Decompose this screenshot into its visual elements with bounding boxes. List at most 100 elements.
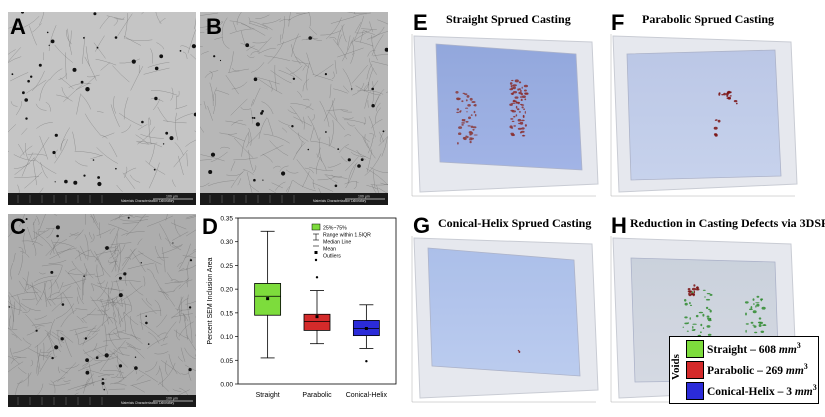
inclusion-dot bbox=[131, 59, 136, 64]
inclusion-dot bbox=[127, 216, 130, 219]
inclusion-dot bbox=[147, 343, 150, 345]
inclusion-dot bbox=[8, 306, 10, 308]
inclusion-dot bbox=[24, 98, 29, 102]
inclusion-dot bbox=[80, 80, 84, 84]
inclusion-dot bbox=[64, 179, 68, 184]
inclusion-dot bbox=[154, 96, 158, 101]
voids-cluster-mid bbox=[713, 119, 721, 137]
inclusion-dot bbox=[54, 345, 59, 350]
inclusion-dot bbox=[307, 148, 310, 151]
panel-label-h: H bbox=[611, 213, 627, 238]
inclusion-dot bbox=[56, 234, 59, 238]
inclusion-dot bbox=[72, 67, 77, 72]
inclusion-dot bbox=[292, 77, 296, 81]
voids-legend-text: Parabolic – 269 mm3 bbox=[707, 362, 808, 377]
panel-title-h: Reduction in Casting Defects via 3DSP bbox=[630, 216, 825, 230]
ct-render-straight bbox=[411, 34, 599, 197]
inclusion-dot bbox=[351, 88, 353, 90]
inclusion-dot bbox=[85, 370, 90, 375]
ct-render-parabolic bbox=[610, 34, 798, 197]
mean-marker bbox=[266, 297, 270, 301]
inclusion-dot bbox=[281, 171, 286, 176]
inclusion-dot bbox=[262, 179, 264, 181]
y-tick-label: 0.00 bbox=[220, 382, 233, 389]
inclusion-dot bbox=[253, 117, 256, 119]
legend-item-label: Mean bbox=[323, 247, 336, 253]
inclusion-dot bbox=[118, 276, 122, 280]
mean-marker bbox=[315, 315, 319, 319]
sem-lab-name: Materials Characterization Laboratory bbox=[313, 199, 367, 203]
inclusion-dot bbox=[93, 12, 97, 16]
sem-background bbox=[200, 12, 388, 205]
inclusion-dot bbox=[162, 143, 165, 145]
sem-lab-name: Materials Characterization Laboratory bbox=[121, 401, 175, 405]
voids-cluster-right bbox=[509, 79, 529, 137]
voids-legend-text: Straight – 608 mm3 bbox=[707, 341, 801, 356]
inclusion-dot bbox=[55, 225, 60, 230]
inclusion-dot bbox=[101, 381, 105, 385]
legend-item-label: Outliers bbox=[323, 254, 341, 260]
inclusion-dot bbox=[25, 218, 28, 220]
inclusion-dot bbox=[95, 356, 99, 359]
legend-item-label: 25%~75% bbox=[323, 226, 347, 232]
inclusion-dot bbox=[97, 181, 102, 187]
x-tick-label: Straight bbox=[256, 392, 280, 399]
inclusion-dot bbox=[83, 174, 86, 177]
inclusion-dot bbox=[50, 39, 55, 44]
voids-cluster-sparse bbox=[517, 349, 521, 353]
inclusion-dot bbox=[54, 133, 58, 137]
inclusion-dot bbox=[179, 50, 182, 52]
voids-legend-item: Straight – 608 mm3 bbox=[686, 339, 816, 358]
inclusion-dot bbox=[371, 87, 374, 91]
sem-lab-name: Materials Characterization Laboratory bbox=[121, 199, 175, 203]
y-tick-label: 0.35 bbox=[220, 216, 233, 223]
inclusion-dot bbox=[188, 368, 192, 372]
outlier-marker bbox=[365, 360, 368, 363]
inclusion-dot bbox=[115, 167, 117, 170]
inclusion-dot bbox=[245, 43, 250, 48]
legend-swatch-iqr bbox=[311, 223, 321, 231]
sem-info-bar: Materials Characterization Laboratory100… bbox=[8, 193, 196, 205]
inclusion-dot bbox=[48, 44, 50, 47]
voids-legend-text: Conical-Helix – 3 mm3 bbox=[707, 383, 817, 398]
panel-label-a: A bbox=[10, 14, 26, 39]
inclusion-dot bbox=[325, 131, 327, 133]
box-conical-helix bbox=[352, 304, 380, 363]
x-tick-label: Parabolic bbox=[302, 392, 332, 399]
inclusion-dot bbox=[85, 358, 89, 362]
inclusion-dot bbox=[52, 150, 56, 155]
inclusion-dot bbox=[54, 181, 56, 183]
inclusion-dot bbox=[27, 79, 30, 83]
y-tick-label: 0.15 bbox=[220, 310, 233, 317]
y-tick-label: 0.25 bbox=[220, 263, 233, 270]
sem-image-c: Materials Characterization Laboratory 100… bbox=[8, 214, 196, 407]
inclusion-dot bbox=[22, 91, 25, 95]
inclusion-dot bbox=[103, 388, 106, 391]
ct-render-conical-helix bbox=[411, 236, 599, 403]
panel-title-e: Straight Sprued Casting bbox=[446, 12, 571, 26]
inclusion-dot bbox=[261, 110, 264, 113]
voids-red-cluster bbox=[687, 284, 700, 297]
inclusion-dot bbox=[253, 178, 256, 182]
legend-item-label: Median Line bbox=[323, 240, 351, 246]
mean-marker bbox=[364, 327, 368, 331]
inclusion-dot bbox=[96, 46, 99, 49]
voids-cluster-side bbox=[733, 100, 738, 105]
sem-background bbox=[8, 214, 196, 407]
panel-label-d: D bbox=[202, 214, 218, 239]
y-tick-label: 0.10 bbox=[220, 334, 233, 341]
inclusion-dot bbox=[154, 66, 159, 71]
inclusion-dot bbox=[193, 112, 196, 117]
box-plot-chart: 0.00 0.05 0.10 0.15 0.20 0.25 0.30 0.35 Percent … bbox=[207, 216, 397, 399]
inclusion-dot bbox=[134, 356, 137, 358]
box-straight bbox=[254, 230, 282, 359]
inclusion-dot bbox=[213, 55, 216, 58]
inclusion-dot bbox=[255, 122, 260, 127]
sem-image-b: Materials Characterization Laboratory 100… bbox=[200, 12, 388, 205]
sem-image-a: Materials Characterization Laboratory 100… bbox=[8, 12, 196, 205]
inclusion-dot bbox=[114, 36, 118, 39]
voids-legend-swatch bbox=[686, 361, 704, 379]
inclusion-dot bbox=[84, 337, 88, 340]
inclusion-dot bbox=[159, 54, 164, 59]
inclusion-dot bbox=[251, 117, 254, 119]
